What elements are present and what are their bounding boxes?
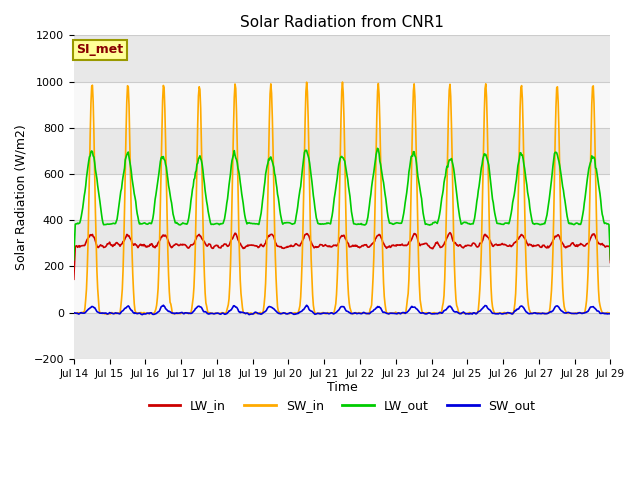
Bar xyxy=(74,36,611,82)
Text: SI_met: SI_met xyxy=(76,43,124,57)
LW_out xyxy=(70,257,77,263)
Bar xyxy=(74,266,611,312)
SW_out xyxy=(607,311,614,316)
Legend: LW_in, SW_in, LW_out, SW_out: LW_in, SW_in, LW_out, SW_out xyxy=(143,395,541,418)
SW_in xyxy=(136,311,143,316)
SW_in xyxy=(409,113,417,119)
LW_out xyxy=(218,221,225,227)
Bar xyxy=(74,220,611,266)
SW_in xyxy=(190,284,198,290)
LW_in xyxy=(189,241,197,247)
SW_out xyxy=(245,312,253,317)
X-axis label: Time: Time xyxy=(327,382,358,395)
SW_out xyxy=(135,310,143,316)
SW_in xyxy=(103,312,111,317)
SW_out xyxy=(409,304,417,310)
LW_in xyxy=(407,237,415,243)
LW_out xyxy=(79,199,87,205)
SW_in xyxy=(70,310,77,316)
LW_out xyxy=(408,153,416,159)
SW_out xyxy=(190,308,198,314)
LW_in xyxy=(423,241,431,247)
Title: Solar Radiation from CNR1: Solar Radiation from CNR1 xyxy=(240,15,444,30)
LW_in xyxy=(607,260,614,265)
SW_out xyxy=(159,302,167,308)
Line: LW_out: LW_out xyxy=(74,148,611,260)
SW_out xyxy=(70,310,77,315)
Bar xyxy=(74,174,611,220)
LW_in xyxy=(70,276,77,282)
SW_in xyxy=(339,79,346,85)
Line: SW_in: SW_in xyxy=(74,82,611,314)
SW_out xyxy=(424,310,432,316)
Line: SW_out: SW_out xyxy=(74,305,611,314)
LW_out xyxy=(189,183,197,189)
SW_in xyxy=(424,310,432,315)
LW_in xyxy=(135,243,143,249)
LW_out xyxy=(135,218,143,224)
Bar xyxy=(74,82,611,128)
LW_in xyxy=(79,242,87,248)
Line: LW_in: LW_in xyxy=(74,233,611,279)
LW_out xyxy=(374,145,381,151)
SW_out xyxy=(218,310,226,316)
SW_in xyxy=(607,311,614,316)
Bar xyxy=(74,128,611,174)
LW_out xyxy=(607,257,614,263)
LW_in xyxy=(446,230,454,236)
LW_out xyxy=(424,222,431,228)
SW_out xyxy=(79,310,87,316)
SW_in xyxy=(218,310,226,315)
Bar xyxy=(74,312,611,359)
SW_in xyxy=(79,310,87,315)
Y-axis label: Solar Radiation (W/m2): Solar Radiation (W/m2) xyxy=(15,124,28,270)
LW_in xyxy=(218,243,225,249)
